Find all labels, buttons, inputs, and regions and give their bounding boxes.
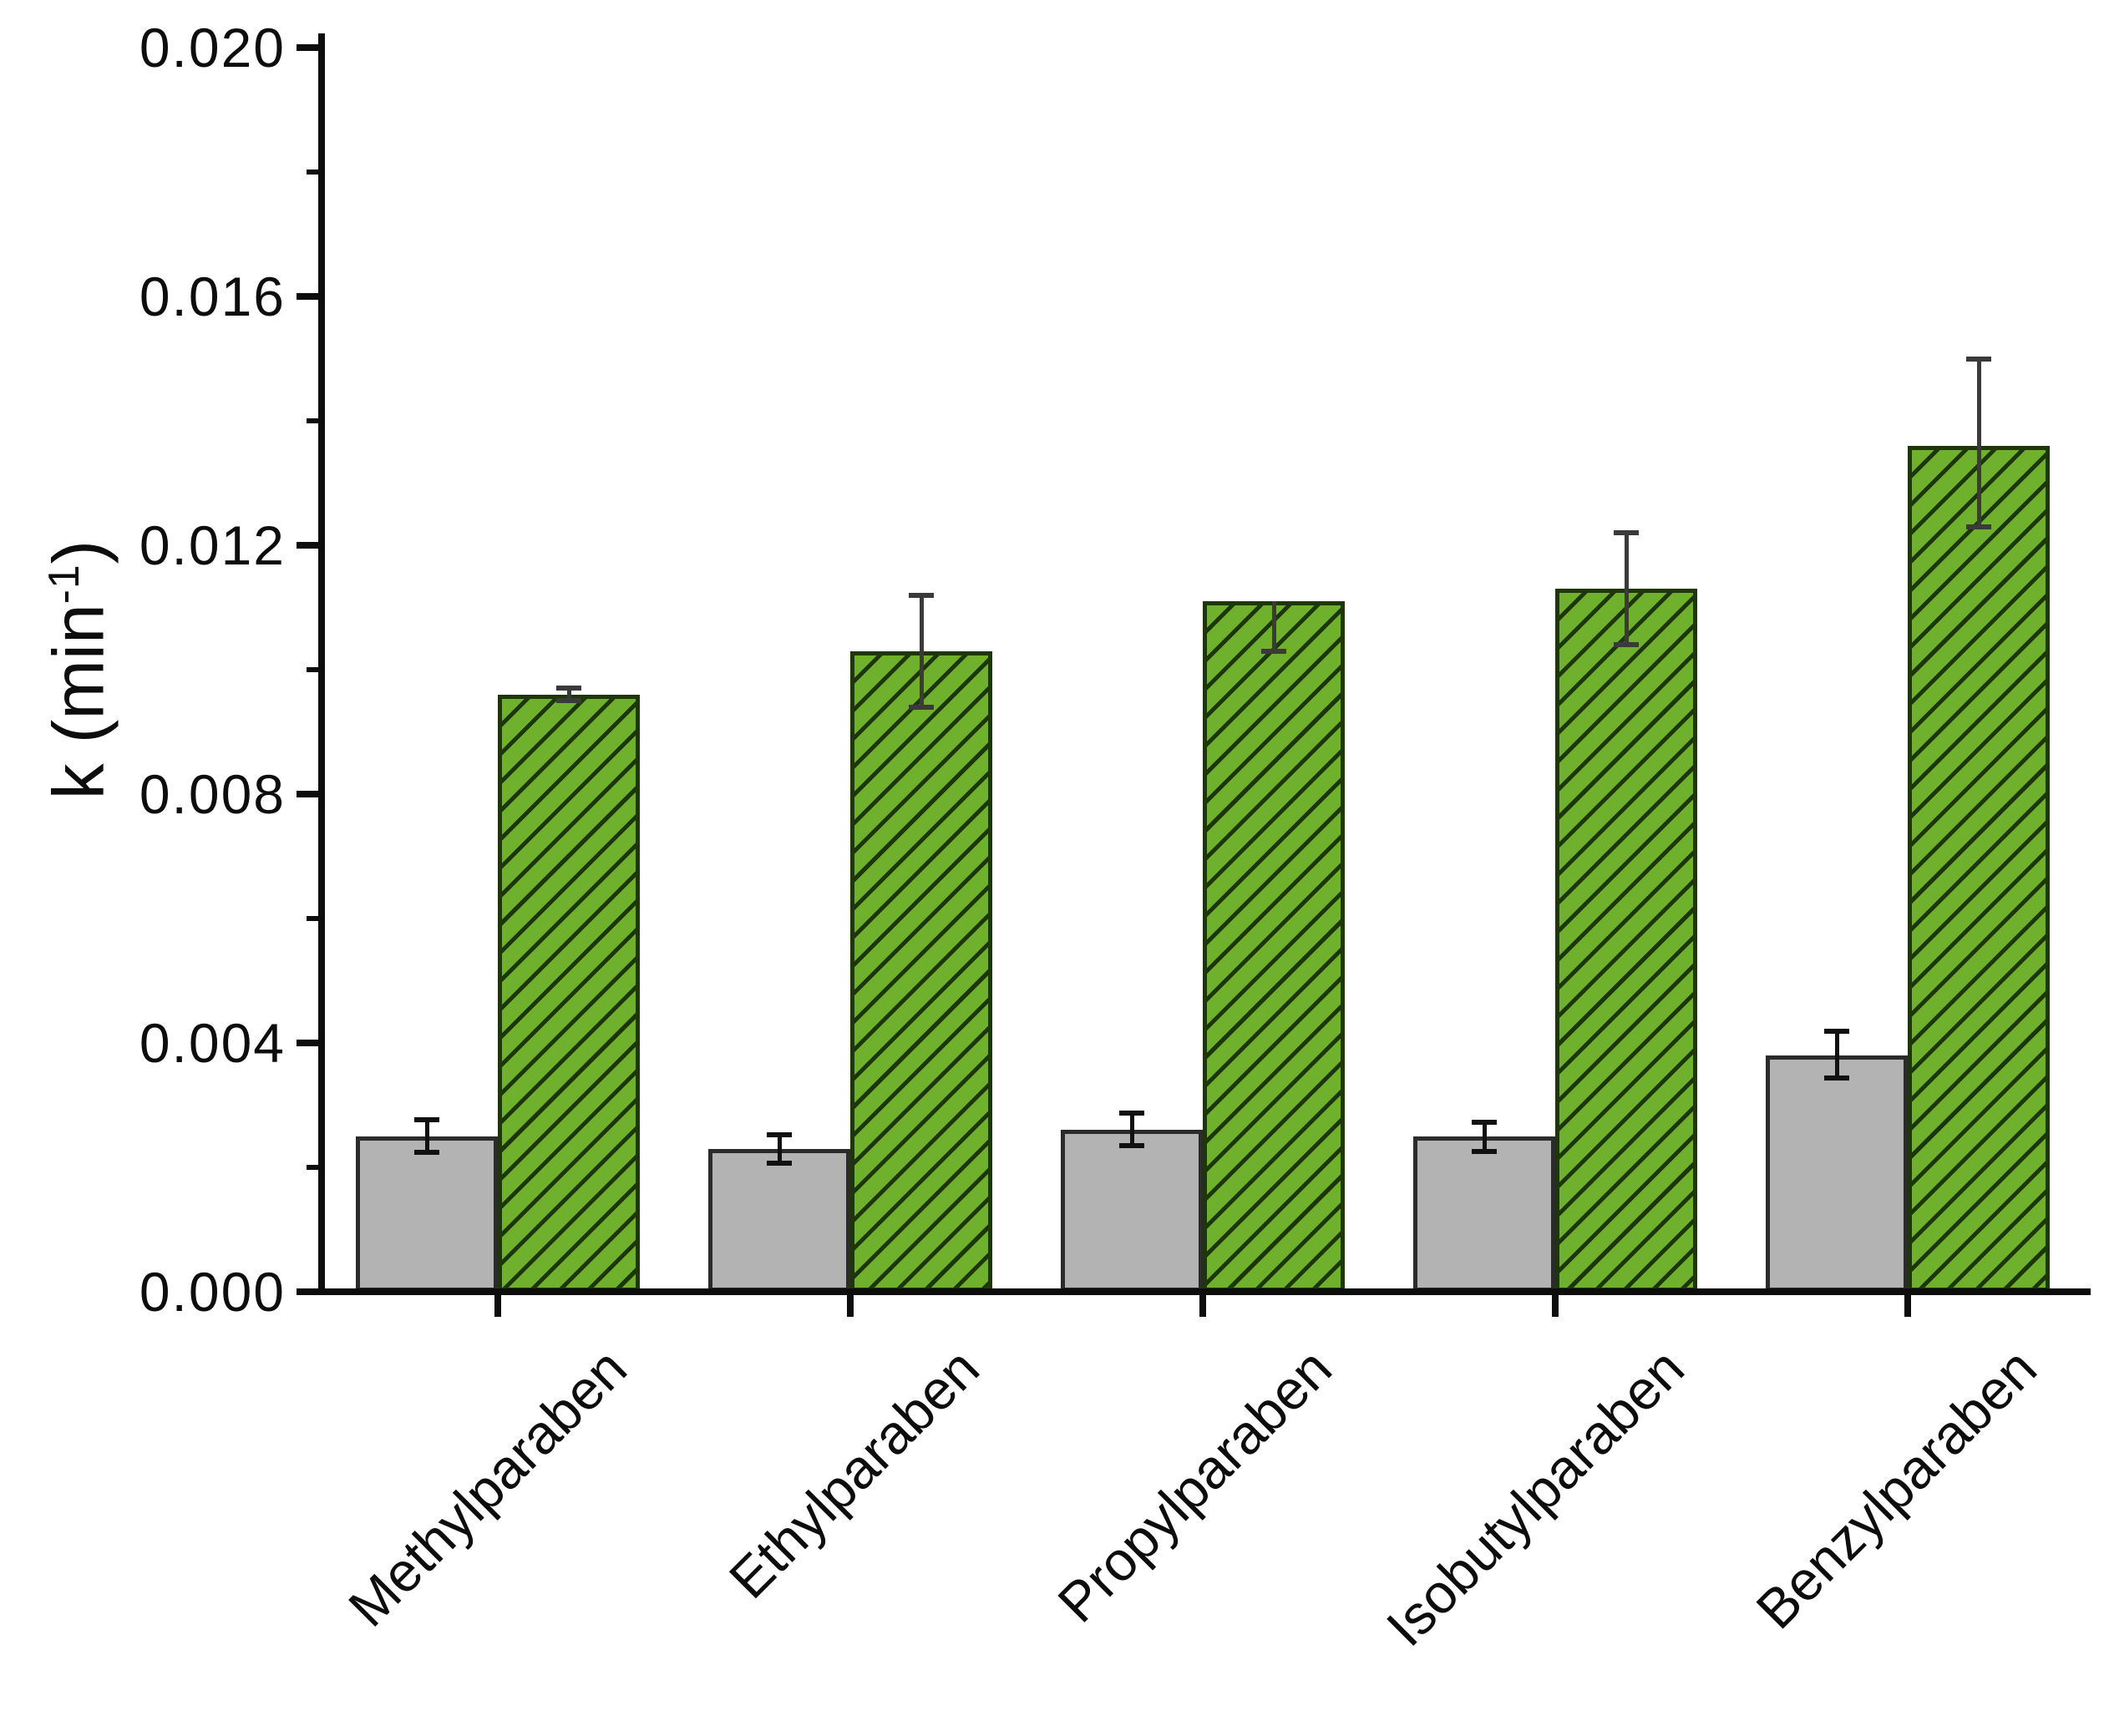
y-major-tick: [297, 791, 318, 797]
error-whisker: [1271, 601, 1276, 651]
error-whisker: [424, 1120, 429, 1153]
x-tick: [1552, 1295, 1559, 1317]
y-tick-label: 0.008: [139, 763, 286, 825]
x-axis-line: [318, 1288, 2091, 1295]
x-tick: [494, 1295, 501, 1317]
x-tick: [847, 1295, 854, 1317]
error-whisker: [919, 595, 924, 707]
y-major-tick: [297, 1288, 318, 1295]
bar: [498, 694, 640, 1292]
y-minor-tick: [307, 667, 318, 672]
y-major-tick: [297, 542, 318, 549]
bar: [1766, 1055, 1908, 1292]
y-tick-label: 0.012: [139, 514, 286, 576]
error-cap: [1614, 530, 1639, 536]
error-cap: [767, 1131, 792, 1137]
bar: [1413, 1136, 1555, 1292]
y-axis-spine: [318, 33, 325, 1295]
y-tick-label: 0.000: [139, 1261, 286, 1323]
error-whisker: [566, 688, 571, 701]
x-category-label: Ethylparaben: [717, 1336, 991, 1611]
x-category-label: Benzylparaben: [1744, 1336, 2049, 1641]
y-minor-tick: [307, 170, 318, 175]
y-major-tick: [297, 44, 318, 51]
y-tick-label: 0.016: [139, 266, 286, 327]
error-cap: [767, 1160, 792, 1166]
error-whisker: [1129, 1113, 1134, 1146]
bar: [708, 1148, 850, 1292]
error-cap: [909, 704, 934, 710]
y-major-tick: [297, 293, 318, 300]
error-cap: [1824, 1028, 1849, 1034]
bar: [1908, 445, 2050, 1292]
error-cap: [1966, 524, 1991, 529]
y-minor-tick: [307, 1165, 318, 1170]
error-cap: [1824, 1076, 1849, 1081]
error-whisker: [1976, 358, 1981, 527]
error-cap: [556, 686, 581, 691]
y-minor-tick: [307, 418, 318, 423]
x-tick: [1904, 1295, 1911, 1317]
x-category-label: Isobutylparaben: [1374, 1336, 1696, 1658]
bar: [1203, 601, 1345, 1292]
error-whisker: [1834, 1030, 1839, 1079]
error-whisker: [1482, 1122, 1487, 1152]
error-cap: [414, 1117, 439, 1123]
y-tick-label: 0.004: [139, 1012, 286, 1074]
error-cap: [1261, 648, 1286, 654]
error-cap: [414, 1150, 439, 1156]
error-whisker: [777, 1134, 782, 1163]
bar: [850, 650, 992, 1292]
bar: [1555, 589, 1697, 1292]
x-category-label: Methylparaben: [336, 1336, 639, 1638]
error-whisker: [1624, 533, 1629, 645]
x-category-label: Propylparaben: [1046, 1336, 1344, 1634]
error-cap: [909, 592, 934, 598]
error-cap: [556, 698, 581, 704]
y-major-tick: [297, 1040, 318, 1046]
bar: [356, 1136, 498, 1292]
bar: [1061, 1130, 1203, 1292]
y-tick-label: 0.020: [139, 17, 286, 78]
error-cap: [1966, 356, 1991, 362]
y-minor-tick: [307, 916, 318, 921]
error-cap: [1614, 642, 1639, 648]
error-cap: [1472, 1149, 1497, 1155]
error-cap: [1119, 1142, 1144, 1148]
error-cap: [1472, 1120, 1497, 1126]
x-tick: [1199, 1295, 1206, 1317]
error-cap: [1119, 1111, 1144, 1116]
